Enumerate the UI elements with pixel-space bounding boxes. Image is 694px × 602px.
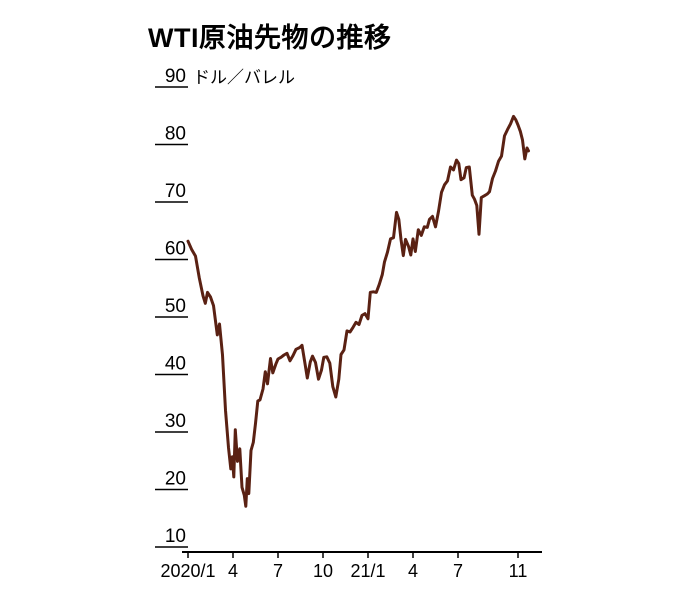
- x-axis-tick-label: 4: [228, 561, 238, 581]
- y-axis-tick-label: 30: [165, 411, 186, 432]
- x-axis-tick-label: 2020/1: [160, 561, 215, 581]
- price-line: [186, 114, 530, 508]
- y-axis-tick-label: 40: [165, 354, 186, 375]
- y-axis-tick-label: 60: [165, 239, 186, 260]
- x-axis-tick-label: 11: [509, 561, 528, 581]
- x-axis-tick-label: 4: [408, 561, 418, 581]
- y-axis-tick-label: 20: [165, 469, 186, 490]
- y-axis-tick-label: 80: [165, 124, 186, 145]
- y-axis-unit-label: ドル／バレル: [193, 68, 295, 87]
- y-axis-tick-label: 50: [165, 296, 186, 317]
- x-axis-tick-label: 7: [273, 561, 283, 581]
- x-axis-tick-label: 10: [313, 561, 333, 581]
- y-axis-tick-label: 10: [165, 526, 186, 547]
- y-axis-tick-label: 90: [165, 66, 186, 87]
- x-axis-tick-label: 7: [453, 561, 463, 581]
- y-axis-tick-label: 70: [165, 181, 186, 202]
- chart-title: WTI原油先物の推移: [148, 23, 392, 53]
- x-axis-tick-label: 21/1: [350, 561, 385, 581]
